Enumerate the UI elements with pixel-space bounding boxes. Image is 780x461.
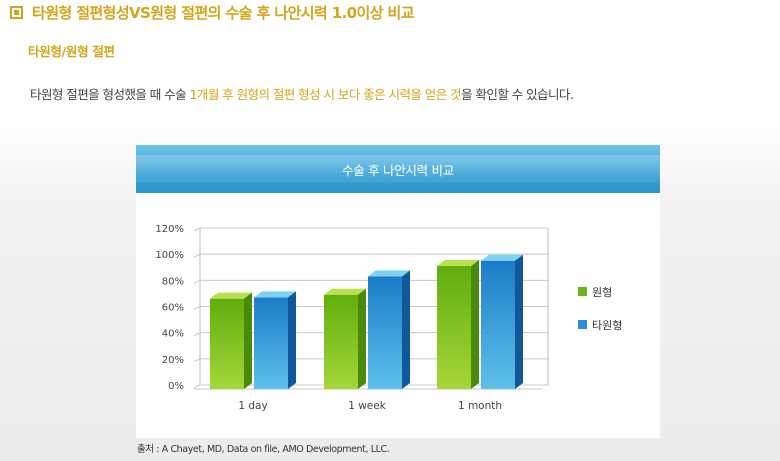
bar-series1-2 [437,265,471,389]
bar-side-face [244,292,252,389]
bar-series1-1 [324,294,358,389]
y-tick-label: 0% [168,381,184,392]
bar-top-face [368,270,410,277]
bar-top-face [437,259,479,266]
description-highlight: 1개월 후 원형의 절편 형성 시 보다 좋은 시력을 얻은 것 [189,87,462,102]
legend-swatch [578,287,587,296]
y-tick-mark [193,227,201,232]
chart-title: 수술 후 나안시력 비교 [342,162,454,178]
bar-series2-2 [481,260,515,389]
source-citation: 출처 : A Chayet, MD, Data on file, AMO Dev… [137,444,390,455]
x-tick-label: 1 week [348,400,387,412]
bar-series2-0 [254,297,288,389]
bar-top-face [254,291,296,298]
square-bullet-icon [10,5,23,19]
bar-series2-1 [368,276,402,389]
y-tick-label: 120% [155,224,184,235]
description-post: 을 확인할 수 있습니다. [461,87,574,102]
chart-panel: 수술 후 나안시력 비교 0% 20% 40% 60% 80% 100% 120% 1 day… [136,145,660,438]
bar-side-face [288,291,296,389]
bar-chart: 0% 20% 40% 60% 80% 100% 120% 1 day 1 week 1 month… [155,224,622,412]
bar-top-face [324,288,366,295]
y-tick-mark [193,384,201,389]
y-tick-mark [193,253,201,258]
legend-label: 원형 [592,286,612,299]
page-title: 타원형 절편형성VS원형 절편의 수술 후 나안시력 1.0이상 비교 [32,3,415,22]
description-text: 타원형 절편을 형성했을 때 수술 1개월 후 원형의 절편 형성 시 보다 좋… [30,84,574,103]
y-tick-mark [193,306,201,310]
bar-series1-0 [210,298,244,389]
bar-top-face [481,254,523,261]
y-tick-mark [193,358,201,363]
description-pre: 타원형 절편을 형성했을 때 수술 [30,87,190,102]
bar-side-face [358,288,366,389]
x-tick-label: 1 day [238,400,267,412]
legend-swatch [578,320,587,329]
bar-side-face [402,270,410,389]
y-tick-label: 40% [162,329,184,340]
y-tick-label: 80% [162,276,184,287]
y-tick-label: 20% [162,355,184,366]
bar-top-face [210,292,252,299]
section-title-row: 타원형 절편형성VS원형 절편의 수술 후 나안시력 1.0이상 비교 [10,0,415,24]
section-subtitle: 타원형/원형 절편 [28,44,115,59]
legend-label: 타원형 [592,319,622,332]
y-tick-label: 100% [155,250,184,261]
bar-side-face [515,254,523,389]
x-tick-label: 1 month [458,400,502,412]
y-tick-label: 60% [162,303,184,314]
y-tick-mark [193,279,201,284]
y-tick-mark [193,332,201,337]
chart-header: 수술 후 나안시력 비교 [136,145,660,193]
bar-side-face [471,259,479,389]
